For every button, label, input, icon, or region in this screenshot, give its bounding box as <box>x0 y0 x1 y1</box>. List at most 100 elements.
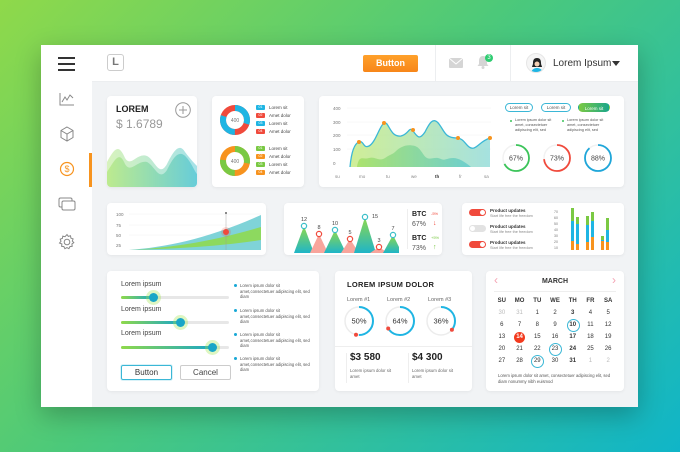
calendar-day-marked[interactable]: 23 <box>546 343 564 356</box>
bullet-text: Lorem ipsum dolor sit amet,consectetuer … <box>234 332 310 348</box>
svg-text:200: 200 <box>333 133 341 138</box>
svg-text:8: 8 <box>317 225 320 231</box>
calendar-day[interactable]: 8 <box>535 322 539 328</box>
next-month-button[interactable]: › <box>612 273 616 287</box>
bullet-dot <box>562 120 564 122</box>
calendar-day[interactable]: 31 <box>516 310 523 316</box>
stats-title: LOREM IPSUM DOLOR <box>347 280 435 289</box>
toggle-off[interactable] <box>469 225 486 232</box>
calendar-day-today[interactable]: 14 <box>511 331 529 343</box>
cancel-button[interactable]: Cancel <box>180 365 231 380</box>
calendar-day[interactable]: 31 <box>569 358 577 364</box>
calendar-day[interactable]: 30 <box>498 310 506 316</box>
svg-text:mo: mo <box>359 174 366 179</box>
calendar-day[interactable]: 6 <box>500 322 504 328</box>
calendar-day[interactable]: 15 <box>533 334 541 340</box>
btc-label: BTC <box>412 235 427 242</box>
slider-handle[interactable] <box>176 318 185 327</box>
amount-caption: Lorem ipsum dolor sit amet <box>350 368 392 379</box>
dollar-icon: $ <box>59 161 74 177</box>
calendar-day[interactable]: 12 <box>604 322 612 328</box>
calendar-day[interactable]: 30 <box>551 358 559 364</box>
user-name[interactable]: Lorem Ipsum <box>553 58 612 69</box>
calendar-day[interactable]: 1 <box>588 358 593 364</box>
calendar-day[interactable]: 20 <box>498 346 506 352</box>
sidebar-item-analytics[interactable] <box>41 86 92 112</box>
calendar-day[interactable]: 11 <box>587 322 594 328</box>
calendar-day[interactable]: 22 <box>533 346 541 352</box>
hamburger-menu-icon[interactable] <box>58 57 75 71</box>
calendar-day[interactable]: 28 <box>516 358 523 364</box>
donut-chart-1: 400 <box>220 105 250 135</box>
svg-text:tu: tu <box>386 174 390 179</box>
calendar-day[interactable]: 16 <box>551 334 559 340</box>
sidebar-item-cards[interactable] <box>41 191 92 217</box>
avatar[interactable] <box>526 53 546 73</box>
area-chart: 400 300 200 100 0 su mo tu we th fr sa <box>333 106 492 179</box>
calendar-day[interactable]: 13 <box>498 334 506 340</box>
calendar-day[interactable]: 21 <box>516 346 523 352</box>
svg-text:su: su <box>335 174 340 179</box>
weekday-label: TU <box>533 298 542 304</box>
slider-handle[interactable] <box>208 343 217 352</box>
filter-pill-1[interactable]: Lorem sit <box>505 103 533 112</box>
calendar-day[interactable]: 25 <box>587 346 594 352</box>
bullet-text: Lorem ipsum dolor sit amet,consectetuer … <box>234 308 310 324</box>
calendar-day[interactable]: 24 <box>569 346 577 352</box>
divider <box>510 45 511 82</box>
calendar-month: MARCH <box>541 278 569 285</box>
calendar-day[interactable]: 17 <box>569 334 577 340</box>
calendar-day[interactable]: 18 <box>587 334 594 340</box>
svg-text:$: $ <box>64 164 69 174</box>
balance-value: $ 1.6789 <box>116 117 163 131</box>
calendar-day[interactable]: 2 <box>606 358 610 364</box>
svg-text:70: 70 <box>554 210 558 214</box>
calendar-day[interactable]: 9 <box>553 322 557 328</box>
calendar-day[interactable]: 7 <box>517 322 522 328</box>
calendar-day[interactable]: 3 <box>571 310 575 316</box>
weekday-label: WE <box>550 298 560 304</box>
cards-icon <box>58 197 75 211</box>
slider-3[interactable] <box>121 343 229 352</box>
calendar-day[interactable]: 4 <box>588 310 593 316</box>
calendar-day[interactable]: 26 <box>604 346 612 352</box>
sidebar-item-products[interactable] <box>41 121 92 147</box>
plus-circle-icon[interactable] <box>175 102 191 118</box>
mail-icon[interactable] <box>449 58 463 68</box>
slider-2[interactable] <box>121 318 229 327</box>
calendar-day[interactable]: 1 <box>535 310 539 316</box>
balance-sparkline <box>107 147 197 187</box>
calendar-day[interactable]: 27 <box>498 358 506 364</box>
calendar-day[interactable]: 19 <box>604 334 612 340</box>
svg-text:400: 400 <box>333 106 341 111</box>
toggle-subtitle: Start life free the freedom <box>490 246 533 250</box>
bullet-text: Lorem ipsum dolor sit amet,consectetuer … <box>234 356 310 372</box>
slider-1[interactable] <box>121 293 229 302</box>
calendar-day-marked[interactable]: 10 <box>564 319 582 332</box>
prev-month-button[interactable]: ‹ <box>494 273 498 287</box>
gauge-label: Lorem #1 <box>347 297 371 303</box>
calendar-day-marked[interactable]: 29 <box>528 355 546 368</box>
sidebar-item-settings[interactable] <box>41 229 92 255</box>
primary-button[interactable]: Button <box>363 55 418 72</box>
svg-text:20: 20 <box>554 240 558 244</box>
slider-label: Lorem ipsum <box>121 330 162 337</box>
btc-delta: -5% <box>431 211 439 216</box>
filter-pill-3-active[interactable]: Lorem sit <box>578 103 610 112</box>
app-logo[interactable]: L <box>107 54 124 71</box>
filter-pill-2[interactable]: Lorem sit <box>541 103 571 112</box>
submit-button[interactable]: Button <box>121 365 172 380</box>
svg-text:88%: 88% <box>591 156 605 163</box>
legend-item: 01 Lorem sit <box>256 105 288 110</box>
sidebar-item-finance[interactable]: $ <box>41 156 92 182</box>
toggle-on[interactable] <box>469 241 486 248</box>
svg-text:50: 50 <box>554 222 558 226</box>
slider-handle[interactable] <box>149 293 158 302</box>
chevron-down-icon[interactable] <box>612 61 620 66</box>
divider <box>408 353 409 383</box>
calendar-day[interactable]: 5 <box>606 310 610 316</box>
donut-chart-2: 400 <box>220 146 250 176</box>
toggle-on[interactable] <box>469 209 486 216</box>
legend-item: 04 Amet dolor <box>256 129 291 134</box>
calendar-day[interactable]: 2 <box>553 310 557 316</box>
